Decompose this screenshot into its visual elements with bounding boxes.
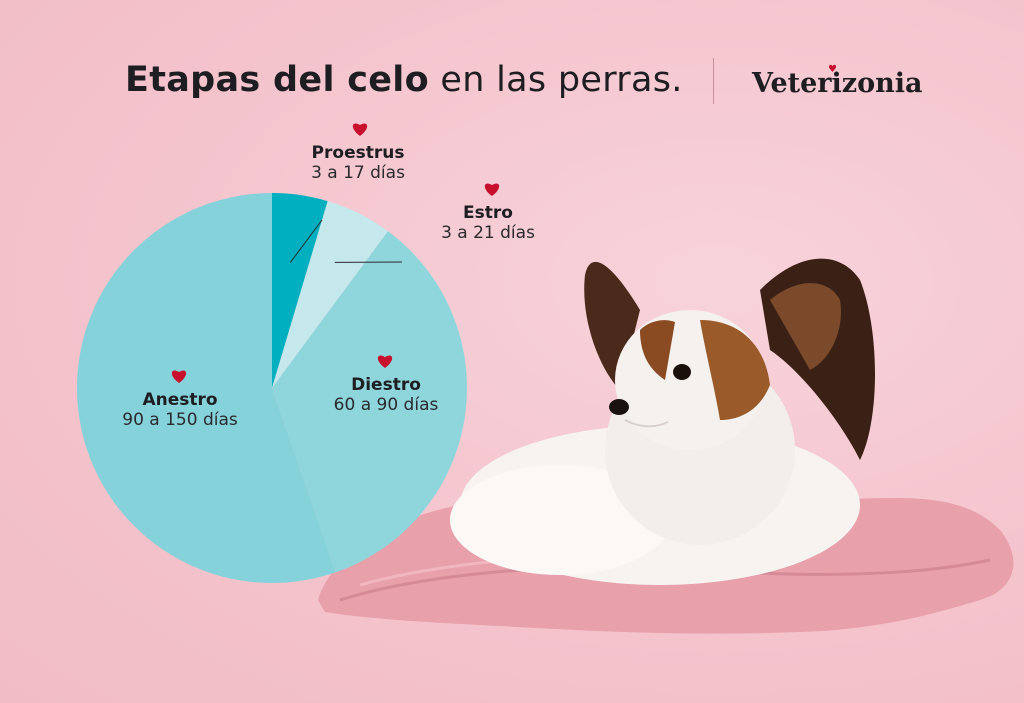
- title-regular: en las perras.: [428, 60, 683, 100]
- heart-icon: [484, 183, 500, 196]
- pie-slice-estro: [272, 201, 388, 388]
- pie-slice-anestro: [76, 193, 336, 583]
- heart-icon: [171, 370, 187, 383]
- slice-range-diestro: 60 a 90 días: [334, 395, 439, 415]
- brand-logo: Veterizonia: [752, 68, 923, 99]
- pie-slice-proestrus: [272, 193, 328, 388]
- title-divider: [713, 58, 714, 104]
- title-bold: Etapas del celo: [125, 60, 429, 100]
- slice-range-anestro: 90 a 150 días: [122, 410, 238, 430]
- infographic-title: Etapas del celo en las perras.: [125, 60, 683, 100]
- pie-leader-lines: [289, 219, 403, 263]
- dog-photo: [318, 258, 1014, 634]
- slice-range-proestrus: 3 a 17 días: [311, 163, 405, 183]
- slice-range-estro: 3 a 21 días: [441, 223, 535, 243]
- slice-label-proestrus: Proestrus: [312, 143, 405, 163]
- slice-label-diestro: Diestro: [351, 375, 421, 395]
- pie-slices: [76, 193, 468, 583]
- brand-heart-icon: ♥: [828, 64, 837, 75]
- heart-icon: [377, 355, 393, 368]
- slice-label-anestro: Anestro: [142, 390, 217, 410]
- leader-line-proestrus: [289, 219, 323, 263]
- pie-slice-diestro: [272, 231, 468, 573]
- slice-label-estro: Estro: [463, 203, 513, 223]
- heart-icon: [352, 123, 368, 136]
